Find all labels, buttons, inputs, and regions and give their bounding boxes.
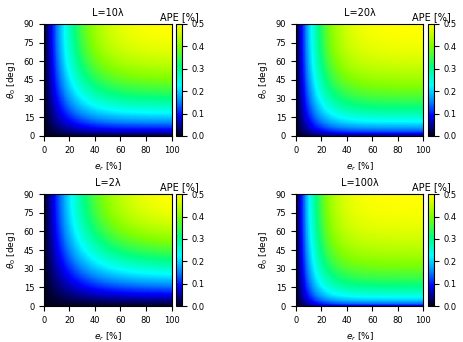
X-axis label: $e_r$ [%]: $e_r$ [%]: [346, 160, 374, 173]
X-axis label: $e_r$ [%]: $e_r$ [%]: [346, 330, 374, 342]
Y-axis label: $\theta_0$ [deg]: $\theta_0$ [deg]: [257, 231, 270, 269]
Title: APE [%]: APE [%]: [160, 182, 198, 192]
X-axis label: $e_r$ [%]: $e_r$ [%]: [94, 330, 122, 342]
Title: L=2λ: L=2λ: [95, 178, 120, 188]
Y-axis label: $\theta_0$ [deg]: $\theta_0$ [deg]: [5, 61, 18, 99]
Y-axis label: $\theta_0$ [deg]: $\theta_0$ [deg]: [5, 231, 18, 269]
Y-axis label: $\theta_0$ [deg]: $\theta_0$ [deg]: [257, 61, 270, 99]
Title: L=20λ: L=20λ: [344, 8, 375, 17]
Title: L=10λ: L=10λ: [92, 8, 124, 17]
Title: APE [%]: APE [%]: [412, 12, 450, 22]
Title: L=100λ: L=100λ: [341, 178, 379, 188]
X-axis label: $e_r$ [%]: $e_r$ [%]: [94, 160, 122, 173]
Title: APE [%]: APE [%]: [160, 12, 198, 22]
Title: APE [%]: APE [%]: [412, 182, 450, 192]
